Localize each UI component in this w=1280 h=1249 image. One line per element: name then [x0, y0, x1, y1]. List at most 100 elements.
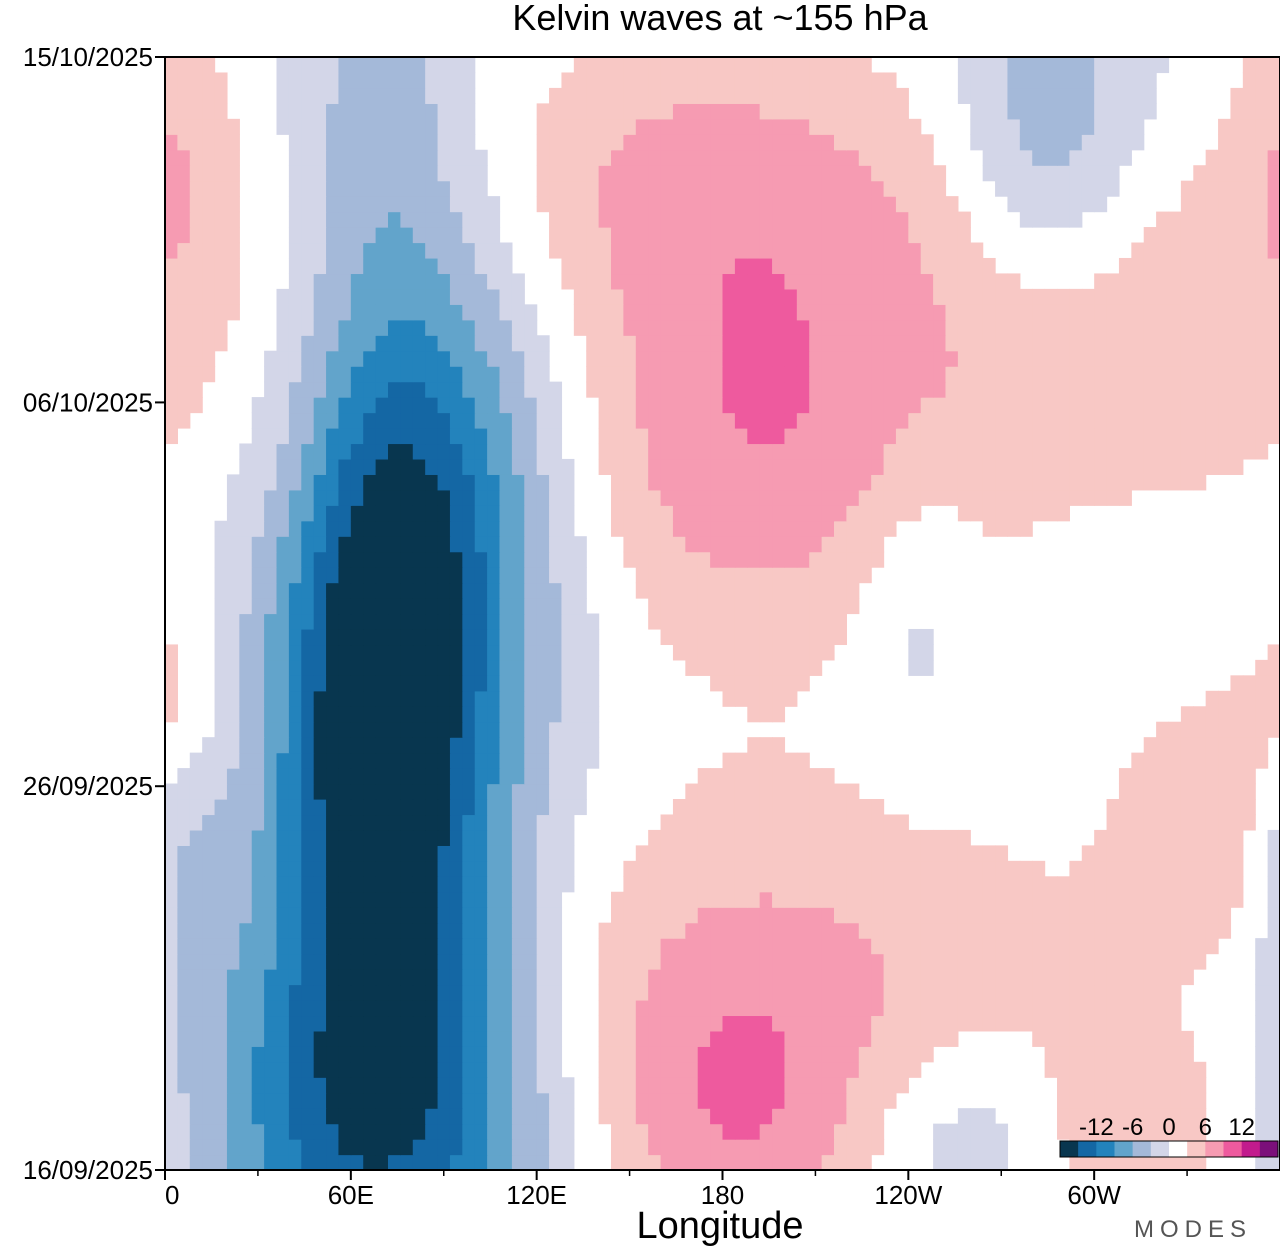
heatmap-cell [437, 165, 451, 182]
heatmap-cell [239, 768, 253, 785]
heatmap-cell [487, 845, 501, 862]
heatmap-cell [400, 1123, 414, 1140]
heatmap-cell [1143, 1123, 1157, 1140]
heatmap-cell [883, 118, 897, 135]
heatmap-cell [288, 551, 302, 568]
heatmap-cell [388, 628, 401, 646]
heatmap-cell [809, 87, 823, 104]
heatmap-cell [388, 1139, 401, 1156]
heatmap-cell [561, 505, 575, 522]
heatmap-cell [598, 999, 612, 1017]
heatmap-cell [772, 675, 786, 692]
heatmap-cell [1230, 706, 1244, 723]
heatmap-cell [1131, 350, 1145, 367]
heatmap-cell [338, 1123, 352, 1140]
heatmap-cell [536, 659, 550, 676]
heatmap-cell [449, 304, 463, 321]
heatmap-cell [350, 969, 364, 986]
heatmap-cell [462, 845, 476, 862]
heatmap-cell [1242, 690, 1256, 707]
heatmap-cell [412, 304, 426, 321]
heatmap-cell [251, 458, 265, 475]
heatmap-cell [858, 1030, 872, 1047]
heatmap-cell [933, 907, 947, 924]
heatmap-cell [549, 907, 563, 924]
heatmap-cell [821, 474, 835, 491]
heatmap-cell [1118, 489, 1132, 506]
heatmap-cell [264, 489, 278, 506]
heatmap-cell [573, 768, 587, 785]
heatmap-cell [586, 319, 600, 336]
heatmap-cell [858, 335, 872, 352]
heatmap-cell [982, 953, 996, 970]
heatmap-cell [1205, 752, 1219, 769]
heatmap-cell [437, 536, 451, 553]
heatmap-cell [499, 706, 513, 723]
heatmap-cell [288, 737, 302, 754]
heatmap-cell [449, 675, 463, 692]
heatmap-cell [1057, 428, 1070, 445]
heatmap-cell [957, 211, 971, 228]
heatmap-field [165, 57, 1280, 1171]
heatmap-cell [660, 149, 674, 166]
heatmap-cell [710, 938, 724, 955]
heatmap-cell [1156, 227, 1170, 244]
heatmap-cell [425, 350, 439, 367]
heatmap-cell [809, 1077, 823, 1094]
heatmap-cell [561, 598, 575, 615]
heatmap-cell [710, 211, 724, 228]
heatmap-cell [970, 953, 984, 970]
heatmap-cell [400, 1108, 414, 1125]
heatmap-cell [623, 350, 637, 367]
heatmap-cell [338, 319, 352, 336]
heatmap-cell [350, 242, 364, 259]
heatmap-cell [697, 1092, 711, 1109]
heatmap-cell [1032, 860, 1046, 877]
heatmap-cell [573, 87, 587, 104]
heatmap-cell [710, 227, 724, 244]
heatmap-cell [611, 227, 624, 244]
heatmap-cell [809, 1015, 823, 1032]
heatmap-cell [697, 551, 711, 568]
heatmap-cell [697, 103, 711, 120]
heatmap-cell [214, 165, 228, 182]
heatmap-cell [933, 196, 947, 213]
heatmap-cell [871, 922, 885, 939]
heatmap-cell [611, 1123, 624, 1140]
heatmap-cell [1019, 999, 1033, 1017]
heatmap-cell [697, 87, 711, 104]
heatmap-cell [697, 1139, 711, 1156]
heatmap-cell [908, 829, 922, 846]
heatmap-cell [834, 87, 847, 104]
heatmap-cell [945, 428, 959, 445]
heatmap-cell [871, 999, 885, 1017]
heatmap-cell [586, 381, 600, 398]
heatmap-cell [326, 1015, 340, 1032]
heatmap-cell [425, 999, 439, 1017]
heatmap-cell [214, 752, 228, 769]
heatmap-cell [189, 876, 203, 893]
heatmap-cell [747, 737, 761, 754]
heatmap-cell [759, 165, 773, 182]
heatmap-cell [177, 1092, 191, 1109]
heatmap-cell [375, 242, 389, 259]
heatmap-cell [611, 969, 624, 986]
heatmap-cell [970, 999, 984, 1017]
heatmap-cell [474, 768, 488, 785]
heatmap-cell [276, 1030, 290, 1047]
heatmap-cell [648, 227, 662, 244]
heatmap-cell [549, 598, 563, 615]
heatmap-cell [400, 57, 414, 74]
heatmap-cell [834, 428, 847, 445]
heatmap-cell [1193, 180, 1207, 197]
heatmap-cell [276, 876, 290, 893]
heatmap-cell [747, 366, 761, 383]
heatmap-cell [586, 288, 600, 305]
heatmap-cell [722, 690, 736, 707]
heatmap-cell [313, 891, 327, 908]
heatmap-cell [350, 180, 364, 197]
heatmap-cell [1205, 366, 1219, 383]
heatmap-cell [722, 57, 736, 74]
heatmap-cell [772, 1154, 786, 1171]
heatmap-cell [883, 922, 897, 939]
